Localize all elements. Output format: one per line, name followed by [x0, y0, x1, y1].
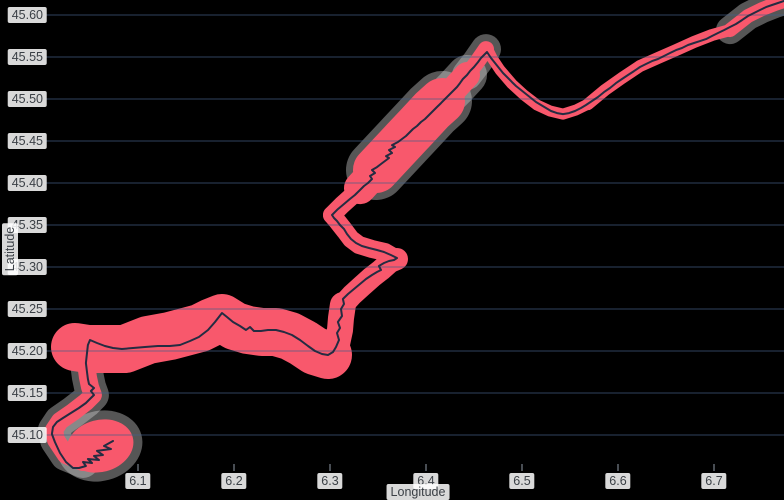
spiral-blob — [66, 419, 134, 473]
x-tick-label: 6.3 — [317, 473, 343, 489]
y-tick-label: 45.60 — [7, 7, 47, 24]
y-tick-label: 45.55 — [7, 49, 47, 66]
route-band — [582, 24, 736, 111]
x-tick-label: 6.1 — [125, 473, 151, 489]
x-tick-label: 6.5 — [509, 473, 535, 489]
y-tick-label: 45.45 — [7, 133, 47, 150]
y-tick-label: 45.15 — [7, 384, 47, 401]
y-tick-label: 45.10 — [7, 426, 47, 443]
route-band — [331, 248, 408, 316]
x-tick-label: 6.7 — [701, 473, 727, 489]
route-line — [50, 0, 784, 469]
y-tick-label: 45.25 — [7, 301, 47, 317]
x-tick-label: 6.2 — [221, 473, 247, 489]
y-tick-label: 45.50 — [7, 91, 47, 108]
y-axis-title: Latitude — [2, 222, 18, 276]
y-tick-label: 45.40 — [7, 175, 47, 192]
x-tick-label: 6.6 — [605, 473, 631, 489]
route-band — [51, 294, 352, 379]
x-axis-title: Longitude — [386, 484, 450, 500]
y-tick-label: 45.20 — [7, 342, 47, 359]
